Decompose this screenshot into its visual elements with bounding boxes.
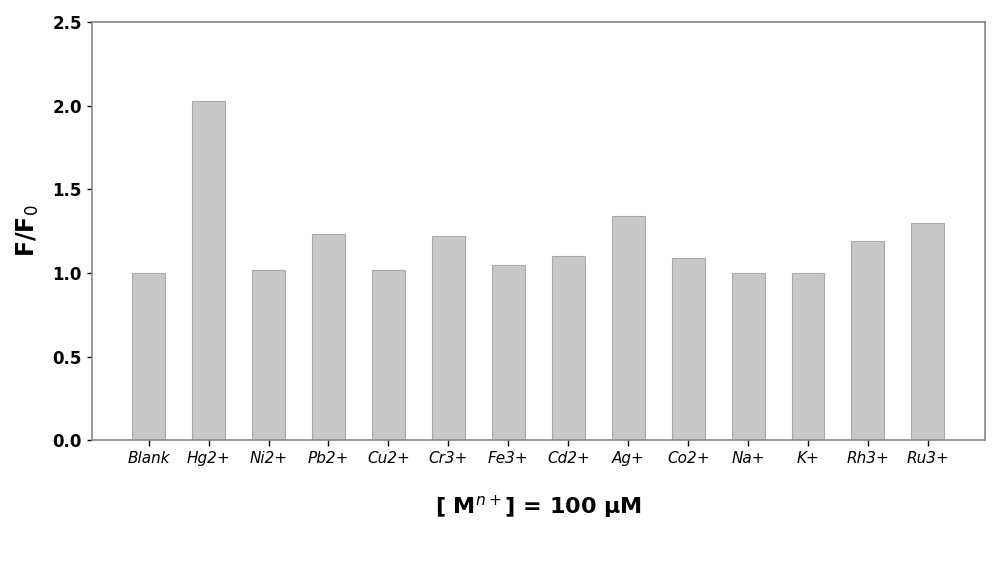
Bar xyxy=(911,223,944,440)
Bar xyxy=(192,100,225,440)
Bar xyxy=(672,258,705,440)
X-axis label: [ M$^{n+}$] = 100 μM: [ M$^{n+}$] = 100 μM xyxy=(435,494,642,521)
Bar xyxy=(432,236,465,440)
Bar xyxy=(732,273,765,440)
Y-axis label: F/F$_0$: F/F$_0$ xyxy=(15,205,41,257)
Bar xyxy=(312,235,345,440)
Bar xyxy=(552,256,585,440)
Bar xyxy=(492,265,525,440)
Bar xyxy=(792,273,824,440)
Bar xyxy=(372,270,405,440)
Bar xyxy=(851,241,884,440)
Bar xyxy=(132,273,165,440)
Bar xyxy=(612,216,645,440)
Bar xyxy=(252,270,285,440)
